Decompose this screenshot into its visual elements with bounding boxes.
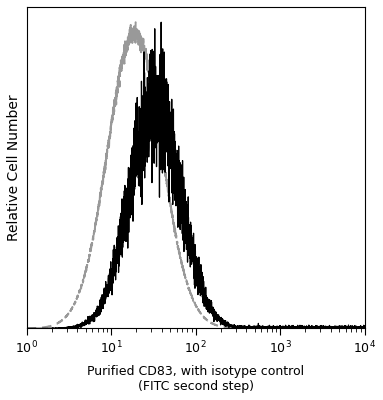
Y-axis label: Relative Cell Number: Relative Cell Number <box>7 94 21 241</box>
X-axis label: Purified CD83, with isotype control
(FITC second step): Purified CD83, with isotype control (FIT… <box>87 365 304 393</box>
